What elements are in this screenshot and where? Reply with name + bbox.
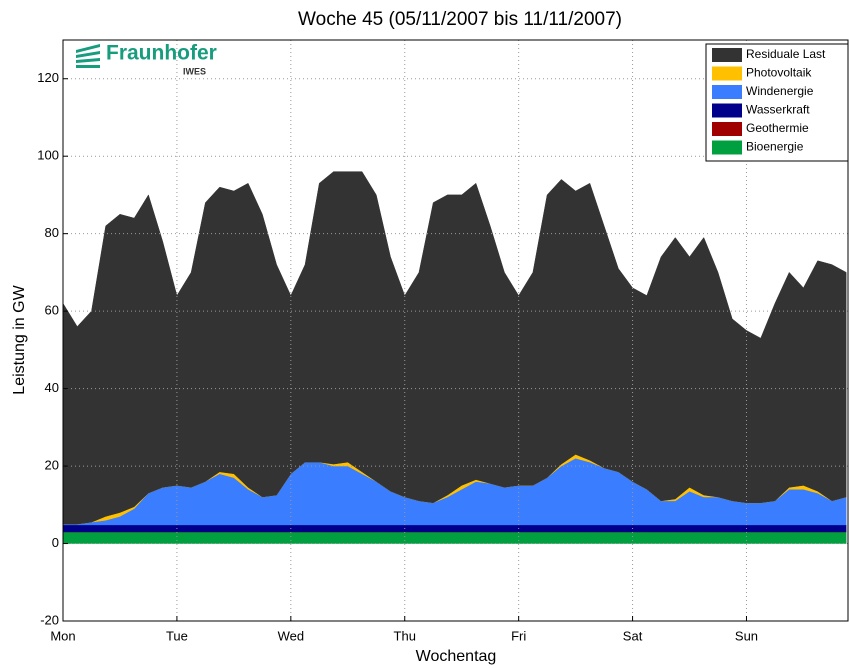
y-tick-label: 100 [37,148,59,163]
logo-sub: IWES [183,66,206,76]
logo-stripe [76,58,100,63]
x-tick-label: Thu [394,628,416,643]
x-axis-label: Wochentag [416,648,497,665]
y-tick-label: -20 [40,612,59,627]
plot-frame [62,39,849,622]
y-tick-label: 0 [52,535,59,550]
x-tick-label: Wed [278,628,305,643]
chart-title: Woche 45 (05/11/2007 bis 11/11/2007) [298,9,622,30]
legend-label: Photovoltaik [746,66,812,80]
area [62,524,847,533]
x-tick-label: Sun [735,628,758,643]
y-tick-label: 40 [45,380,59,395]
y-axis-label: Leistung in GW [11,284,28,394]
logo-stripe [76,65,100,68]
legend-label: Geothermie [746,121,809,135]
area [62,531,847,544]
logo-stripe [76,51,100,58]
legend-swatch [712,85,742,99]
legend-swatch [712,122,742,136]
y-tick-label: 120 [37,70,59,85]
logo-name: Fraunhofer [106,42,217,65]
y-tick-label: 60 [45,303,59,318]
x-tick-label: Mon [50,628,75,643]
legend-swatch [712,66,742,81]
x-tick-label: Fri [511,628,526,643]
x-tick-label: Sat [623,628,643,643]
logo-stripe [76,44,100,53]
y-tick-label: 20 [45,458,59,473]
legend-label: Wasserkraft [746,103,810,117]
legend-swatch [712,48,742,62]
area [62,171,847,525]
legend-label: Windenergie [746,84,814,98]
legend-label: Bioenergie [746,140,804,154]
x-tick-label: Tue [166,628,188,643]
legend-swatch [712,103,742,118]
legend-swatch [712,140,742,155]
y-tick-label: 80 [45,225,59,240]
legend-label: Residuale Last [746,47,826,61]
